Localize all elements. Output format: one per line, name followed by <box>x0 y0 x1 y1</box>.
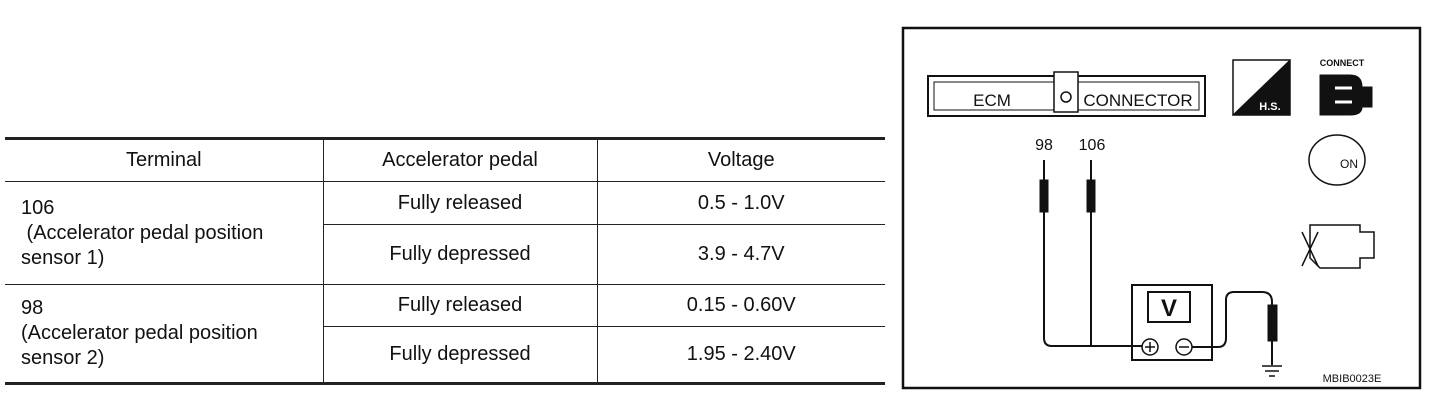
connector-label: CONNECTOR <box>1083 91 1192 110</box>
cell: 0.5 - 1.0V <box>596 181 885 225</box>
hs-icon-fill <box>1231 58 1291 116</box>
terminal-cell: 106 (Accelerator pedal position sensor 1… <box>5 181 324 285</box>
hs-label: H.S. <box>1259 101 1280 113</box>
connect-icon <box>1319 74 1373 116</box>
terminal-line: 98 <box>21 297 44 319</box>
terminal-table: Terminal Accelerator pedal Voltage 106 (… <box>5 137 885 385</box>
terminal-line: 106 <box>21 196 55 219</box>
engine-off-mark <box>1301 231 1319 267</box>
terminal-line: (Accelerator pedal position <box>21 322 258 344</box>
diagram-frame <box>901 26 1422 390</box>
key-icon <box>1308 134 1366 186</box>
terminal-line: sensor 1) <box>21 246 105 269</box>
cell: 1.95 - 2.40V <box>596 326 885 384</box>
cell: Fully released <box>322 181 598 225</box>
connect-icon-pins <box>1335 86 1352 104</box>
cell: Fully released <box>322 284 598 327</box>
cell: 0.15 - 0.60V <box>596 284 885 327</box>
voltmeter <box>1131 284 1213 361</box>
terminal-cell: 98 (Accelerator pedal position sensor 2) <box>5 284 324 384</box>
cell: 3.9 - 4.7V <box>596 224 885 285</box>
voltmeter-label: V <box>1161 295 1177 322</box>
probe-wire <box>1043 160 1142 347</box>
key-label: ON <box>1340 157 1358 171</box>
header-cell: Accelerator pedal <box>322 138 598 182</box>
probe-tip <box>1039 179 1049 213</box>
header-cell: Terminal <box>5 138 324 182</box>
engine-icon <box>1309 224 1375 269</box>
cell: Fully depressed <box>323 224 598 285</box>
connect-label: CONNECT <box>1320 58 1365 68</box>
plus-terminal <box>1141 338 1159 356</box>
ground-symbol <box>1262 365 1282 377</box>
connector-label: ECM <box>973 91 1011 110</box>
ground-wire <box>1192 291 1273 365</box>
probe-tip <box>1086 179 1096 213</box>
terminal-line: sensor 2) <box>21 347 105 369</box>
plus-sign <box>1145 342 1155 352</box>
connector-pin <box>1060 91 1072 103</box>
probe-label: 98 <box>1035 137 1053 154</box>
figure-code: MBIB0023E <box>1323 373 1382 385</box>
terminal-line: (Accelerator pedal position <box>21 221 264 244</box>
ground-probe <box>1267 304 1278 342</box>
voltmeter-display <box>1147 291 1191 323</box>
probe-label: 106 <box>1079 137 1106 154</box>
